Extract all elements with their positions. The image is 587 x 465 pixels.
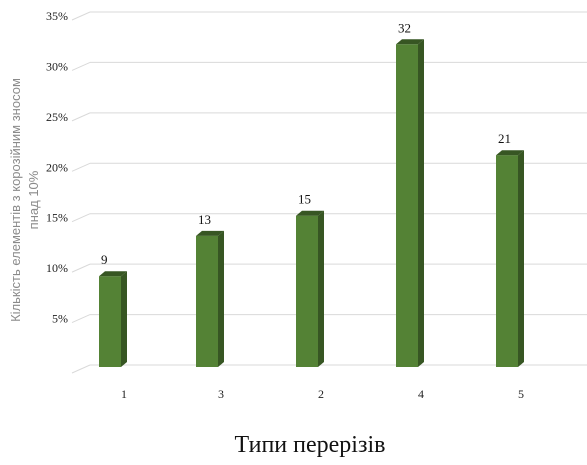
gridline-depth	[71, 11, 91, 21]
gridline-depth	[71, 213, 91, 223]
gridline-depth	[71, 364, 91, 374]
x-tick-label: 3	[218, 387, 224, 401]
x-tick-label: 5	[518, 387, 524, 401]
data-label: 13	[198, 212, 211, 227]
bar-top	[99, 271, 127, 277]
data-labels: 9 13 15 32 21	[101, 20, 511, 267]
data-label: 21	[498, 131, 511, 146]
x-axis-label: Типи перерізів	[235, 432, 386, 458]
gridline-depth	[71, 162, 91, 172]
gridline-depth	[71, 61, 91, 71]
bar-side	[121, 271, 127, 367]
data-label: 9	[101, 252, 108, 267]
gridline-depth	[71, 314, 91, 324]
x-tick-label: 1	[121, 387, 127, 401]
x-axis-ticks: 1 3 2 4 5	[121, 387, 524, 401]
y-tick-label: 35%	[46, 9, 68, 23]
gridlines	[71, 11, 587, 374]
y-tick-label: 30%	[46, 59, 68, 73]
bar-side	[318, 210, 324, 367]
y-tick-label: 5%	[52, 312, 68, 326]
y-axis-label-line-1: Кількість елементів з корозійним зносом	[8, 78, 23, 322]
bar-top	[296, 210, 324, 216]
bar-side	[518, 150, 524, 367]
data-label: 15	[298, 192, 311, 207]
y-axis-label-line-2: пнад 10%	[26, 170, 41, 229]
y-tick-label: 20%	[46, 160, 68, 174]
gridline-depth	[71, 112, 91, 122]
y-tick-label: 25%	[46, 110, 68, 124]
bars	[99, 39, 524, 367]
bar-front	[99, 276, 121, 367]
bar	[196, 230, 224, 367]
data-label: 32	[398, 20, 411, 35]
bar	[99, 271, 127, 367]
y-tick-label: 10%	[46, 261, 68, 275]
gridline-depth	[71, 263, 91, 273]
bar-side	[418, 39, 424, 367]
bar-top	[496, 150, 524, 156]
bar-side	[218, 230, 224, 367]
bar-front	[496, 155, 518, 367]
y-axis-ticks: 5% 10% 15% 20% 25% 30% 35%	[46, 9, 68, 326]
x-tick-label: 4	[418, 387, 424, 401]
bar	[396, 39, 424, 367]
bar-front	[196, 235, 218, 367]
x-tick-label: 2	[318, 387, 324, 401]
bar	[496, 150, 524, 367]
bar-front	[396, 44, 418, 367]
y-tick-label: 15%	[46, 211, 68, 225]
bar	[296, 210, 324, 367]
bar-top	[196, 230, 224, 236]
bar-top	[396, 39, 424, 45]
bar-front	[296, 215, 318, 367]
